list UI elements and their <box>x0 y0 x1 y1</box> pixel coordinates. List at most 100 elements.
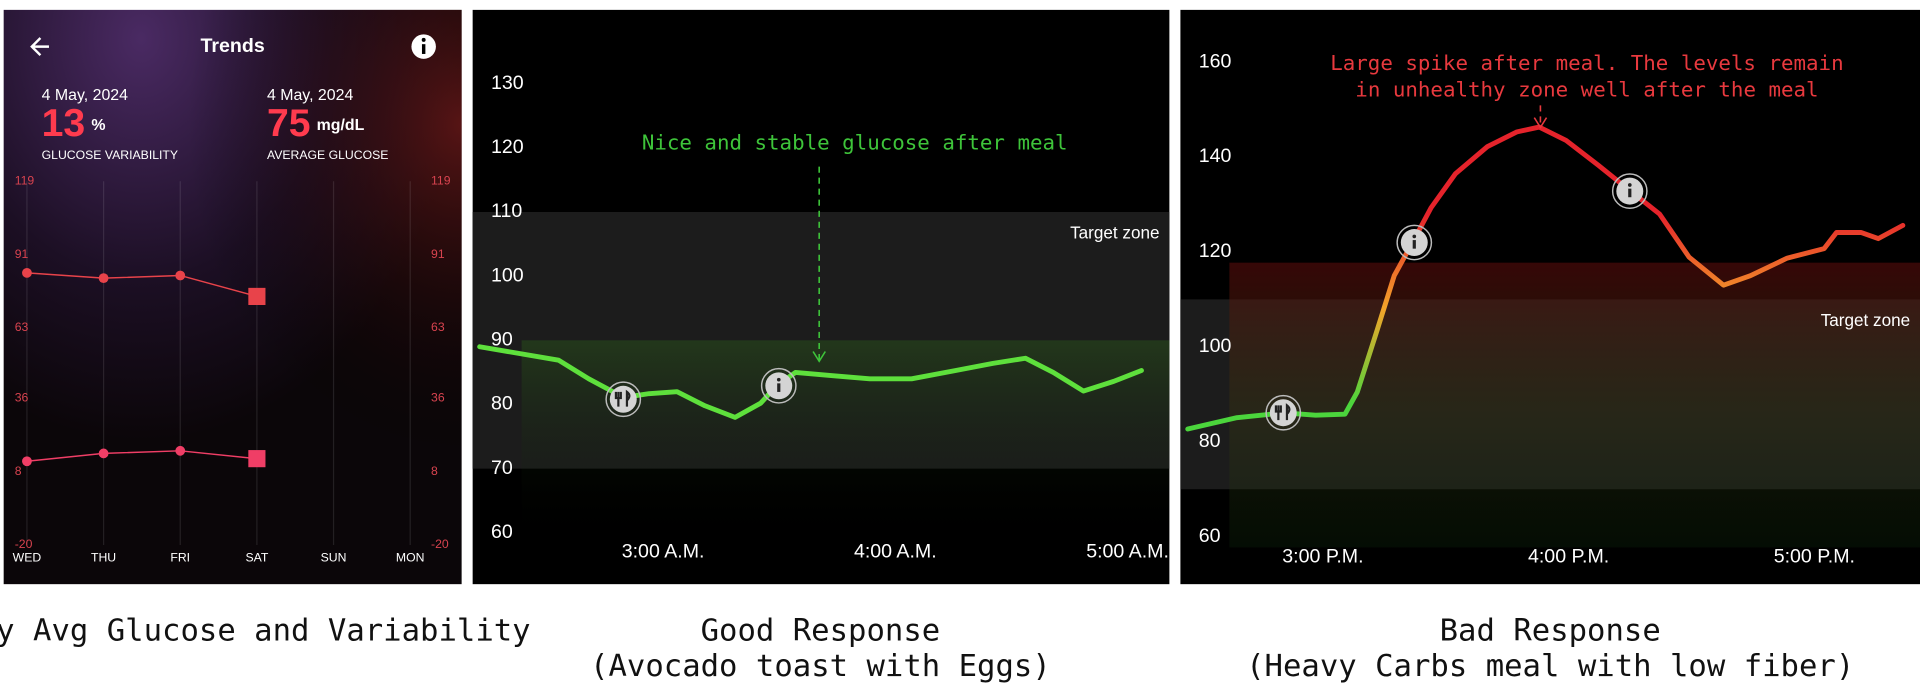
series-line <box>26 272 258 298</box>
y-tick-label: 119 <box>15 174 35 188</box>
marker <box>22 267 32 278</box>
x-tick-label: 3:00 P.M. <box>1282 545 1363 567</box>
icon-glyph <box>1274 403 1291 421</box>
y-tick-label: 91 <box>15 247 29 261</box>
event-icon <box>1269 399 1297 427</box>
x-tick-label: 3:00 A.M. <box>622 540 705 562</box>
captions: Daily Avg Glucose and Variability Good Re… <box>0 613 1854 684</box>
y-tick-label: 8 <box>431 464 438 478</box>
y-tick-label: 120 <box>1199 240 1232 262</box>
annotation-arrowhead <box>1533 117 1548 129</box>
y-tick-label: 90 <box>491 329 513 351</box>
y-tick-label: 110 <box>491 200 522 222</box>
marker <box>98 273 109 284</box>
y-tick-label: 140 <box>1199 145 1232 167</box>
icon-glyph <box>1627 183 1632 187</box>
icon-glyph <box>1628 188 1632 198</box>
y-tick-label: 80 <box>1199 430 1221 452</box>
y-tick-label: 130 <box>491 72 524 94</box>
x-tick-label: SAT <box>245 551 268 565</box>
annotation-arrowhead <box>812 351 826 363</box>
caption: Daily Avg Glucose and Variability <box>0 613 531 648</box>
y-tick-label: 8 <box>15 464 22 478</box>
icon-glyph <box>777 383 781 392</box>
caption: (Avocado toast with Eggs) <box>590 649 1051 684</box>
y-tick-label: 63 <box>15 320 29 334</box>
bad-response-panel: Target zone 60 80 100 120 140 160 3:00 P.M. 4:00… <box>1180 9 1920 585</box>
stat-unit: % <box>91 117 105 134</box>
y-tick-label: 100 <box>491 264 524 286</box>
x-tick-label: WED <box>13 551 42 565</box>
stat-value: 75 mg/dL <box>267 103 365 146</box>
y-tick-label: 120 <box>491 136 524 158</box>
y-tick-label: 60 <box>1199 525 1221 547</box>
stat-unit: mg/dL <box>317 117 365 134</box>
y-tick-label: 70 <box>491 457 513 479</box>
icon-glyph <box>776 377 781 382</box>
stat-label: AVERAGE GLUCOSE <box>267 148 388 162</box>
info-button[interactable] <box>411 34 436 59</box>
marker-square <box>248 287 266 305</box>
annotation: Nice and stable glucose after meal <box>642 130 1068 154</box>
y-tick-label: 36 <box>431 391 445 405</box>
marker <box>175 270 186 281</box>
annotation: Large spike after meal. The levels remai… <box>1330 51 1843 75</box>
event-ring <box>605 381 642 418</box>
event-ring <box>760 367 797 404</box>
response-glow <box>521 340 1170 548</box>
caption: Bad Response <box>1440 613 1661 648</box>
icon-glyph <box>1412 234 1417 239</box>
x-tick-label: 5:00 A.M. <box>1086 540 1169 562</box>
y-tick-label: -20 <box>15 537 33 551</box>
marker <box>98 448 109 459</box>
trends-panel: Trends 4 May, 2024 13% GLUCOSE VARIABILI… <box>3 9 462 585</box>
stat-number: 13 <box>42 103 86 146</box>
y-tick-label: -20 <box>431 537 449 551</box>
good-response-panel: Target zone 60 70 80 90 100 110 120 130 3:00 A.M.… <box>472 9 1170 585</box>
y-tick-label: 36 <box>15 391 29 405</box>
event-ring <box>1396 224 1433 261</box>
y-tick-label: 63 <box>431 320 445 334</box>
y-tick-label: 91 <box>431 247 445 261</box>
y-tick-label: 119 <box>431 174 451 188</box>
icon-glyph <box>614 389 631 407</box>
stat-number: 75 <box>267 103 311 146</box>
x-tick-label: MON <box>396 551 425 565</box>
caption: Good Response <box>701 613 941 648</box>
target-zone-label: Target zone <box>1821 310 1911 330</box>
stat-date: 4 May, 2024 <box>42 87 129 104</box>
panel-glow <box>3 9 462 585</box>
response-glow <box>1229 262 1920 548</box>
y-tick-label: 80 <box>491 393 513 415</box>
x-tick-label: THU <box>91 551 116 565</box>
series-line <box>26 450 257 462</box>
x-tick-label: 5:00 P.M. <box>1774 545 1855 567</box>
info-glyph <box>421 37 426 42</box>
header-title: Trends <box>201 35 265 57</box>
info-glyph <box>421 44 426 54</box>
marker-square <box>248 450 266 468</box>
event-ring <box>1611 173 1648 209</box>
y-tick-label: 60 <box>491 521 513 543</box>
x-tick-label: SUN <box>321 551 347 565</box>
target-zone-label: Target zone <box>1070 223 1160 243</box>
x-tick-label: FRI <box>170 551 190 565</box>
event-icon <box>609 385 637 413</box>
y-tick-label: 100 <box>1199 335 1232 357</box>
stat-label: GLUCOSE VARIABILITY <box>42 148 178 162</box>
stat-value: 13% <box>42 103 106 146</box>
series-line <box>1185 124 1906 432</box>
caption: (Heavy Carbs meal with low fiber) <box>1246 649 1854 684</box>
event-ring <box>1265 394 1302 431</box>
y-tick-label: 160 <box>1199 50 1232 72</box>
stat-date: 4 May, 2024 <box>267 87 354 104</box>
x-tick-label: 4:00 A.M. <box>854 540 937 562</box>
back-button[interactable] <box>30 37 49 57</box>
marker <box>22 456 32 467</box>
annotation: in unhealthy zone well after the meal <box>1355 78 1818 102</box>
x-tick-label: 4:00 P.M. <box>1528 545 1609 567</box>
icon-glyph <box>1412 240 1416 249</box>
marker <box>175 445 186 456</box>
